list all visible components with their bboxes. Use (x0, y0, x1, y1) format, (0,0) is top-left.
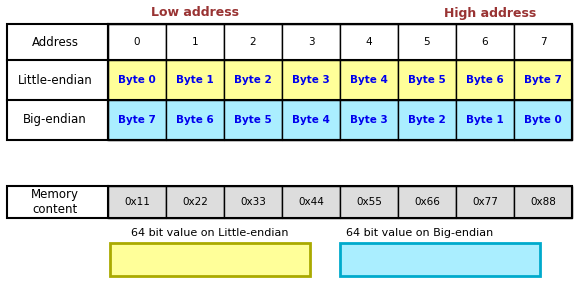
Bar (340, 24, 398, 60)
Text: 0: 0 (134, 37, 140, 47)
Bar (108, 100, 166, 140)
Text: 2: 2 (249, 37, 256, 47)
Text: 4: 4 (365, 37, 372, 47)
Bar (340, 186, 398, 218)
Bar (514, 60, 572, 100)
Bar (7, 24, 572, 140)
Bar (166, 60, 224, 100)
Text: Byte 6: Byte 6 (176, 115, 214, 125)
Bar (224, 60, 282, 100)
Text: Address: Address (31, 36, 78, 49)
Text: Byte 5: Byte 5 (408, 75, 446, 85)
Text: Byte 1: Byte 1 (176, 75, 214, 85)
Text: Byte 0: Byte 0 (524, 115, 562, 125)
Text: 0x55: 0x55 (356, 197, 382, 207)
Bar (282, 100, 340, 140)
Text: 5: 5 (423, 37, 430, 47)
Bar (456, 60, 514, 100)
Bar (224, 100, 282, 140)
Text: Byte 1: Byte 1 (466, 115, 504, 125)
Text: 0x1122334455667788: 0x1122334455667788 (376, 254, 503, 264)
Bar (282, 60, 340, 100)
Text: 3: 3 (307, 37, 314, 47)
Text: Byte 2: Byte 2 (234, 75, 272, 85)
Bar (108, 24, 166, 60)
Bar (398, 60, 456, 100)
Text: 64 bit value on Big-endian: 64 bit value on Big-endian (346, 228, 494, 238)
Text: Little-endian: Little-endian (17, 74, 92, 87)
Bar (398, 100, 456, 140)
Text: 0x11: 0x11 (124, 197, 150, 207)
Text: 64 bit value on Little-endian: 64 bit value on Little-endian (131, 228, 289, 238)
Text: 0x8877665544332211: 0x8877665544332211 (147, 254, 273, 264)
Text: 6: 6 (481, 37, 488, 47)
Text: 0x66: 0x66 (414, 197, 440, 207)
Text: Byte 2: Byte 2 (408, 115, 446, 125)
Text: 0x77: 0x77 (472, 197, 498, 207)
Bar (340, 100, 398, 140)
Bar (110, 243, 310, 276)
Text: Memory
content: Memory content (31, 188, 79, 216)
Text: Byte 3: Byte 3 (292, 75, 330, 85)
Bar (7, 186, 572, 218)
Bar (456, 186, 514, 218)
Text: 0x22: 0x22 (182, 197, 208, 207)
Bar (108, 60, 166, 100)
Text: Byte 4: Byte 4 (350, 75, 388, 85)
Bar (224, 186, 282, 218)
Text: Byte 6: Byte 6 (466, 75, 504, 85)
Text: 0x88: 0x88 (530, 197, 556, 207)
Bar (456, 100, 514, 140)
Bar (108, 186, 166, 218)
Text: High address: High address (444, 7, 536, 20)
Text: Big-endian: Big-endian (23, 114, 87, 126)
Bar (398, 186, 456, 218)
Bar (282, 186, 340, 218)
Bar (398, 24, 456, 60)
Text: Byte 7: Byte 7 (524, 75, 562, 85)
Bar (340, 60, 398, 100)
Text: 7: 7 (539, 37, 546, 47)
Bar (514, 100, 572, 140)
Text: 1: 1 (191, 37, 198, 47)
Text: 0x33: 0x33 (240, 197, 266, 207)
Bar (166, 24, 224, 60)
Bar (456, 24, 514, 60)
Text: Byte 3: Byte 3 (350, 115, 388, 125)
Bar (108, 24, 572, 140)
Bar (514, 186, 572, 218)
Bar (282, 24, 340, 60)
Text: 0x44: 0x44 (298, 197, 324, 207)
Bar (166, 100, 224, 140)
Bar (340, 243, 540, 276)
Text: Byte 7: Byte 7 (118, 115, 156, 125)
Text: Byte 0: Byte 0 (118, 75, 156, 85)
Bar (514, 24, 572, 60)
Text: Byte 5: Byte 5 (234, 115, 272, 125)
Text: Byte 4: Byte 4 (292, 115, 330, 125)
Bar (166, 186, 224, 218)
Text: Low address: Low address (151, 7, 239, 20)
Bar (224, 24, 282, 60)
